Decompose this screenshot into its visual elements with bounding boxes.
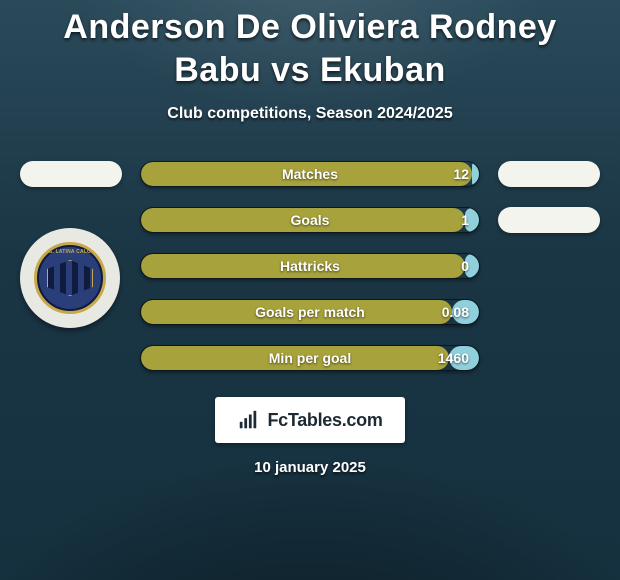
subtitle: Club competitions, Season 2024/2025 (167, 105, 452, 123)
right-pill (498, 207, 600, 233)
right-spacer (498, 253, 600, 279)
stat-bar: Min per goal 1460 (140, 345, 480, 371)
stat-bar: Goals per match 0.08 (140, 299, 480, 325)
barchart-icon (237, 409, 259, 431)
source-logo: FcTables.com (215, 397, 404, 443)
source-logo-text: FcTables.com (267, 410, 382, 431)
stat-bar: Hattricks 0 (140, 253, 480, 279)
left-spacer (20, 299, 122, 325)
comparison-card: Anderson De Oliviera Rodney Babu vs Ekub… (0, 0, 620, 580)
page-title: Anderson De Oliviera Rodney Babu vs Ekub… (0, 6, 620, 91)
stat-label: Goals per match (255, 304, 365, 320)
right-spacer (498, 345, 600, 371)
right-pill (498, 161, 600, 187)
left-spacer (20, 207, 122, 233)
stat-label: Hattricks (280, 258, 340, 274)
left-spacer (20, 253, 122, 279)
stat-row: Goals 1 (0, 207, 620, 233)
stat-row: Goals per match 0.08 (0, 299, 620, 325)
stat-row: Hattricks 0 (0, 253, 620, 279)
left-spacer (20, 345, 122, 371)
stat-label: Goals (291, 212, 330, 228)
stat-right-value: 1 (461, 212, 469, 228)
date-label: 10 january 2025 (254, 459, 366, 476)
stat-right-value: 0 (461, 258, 469, 274)
stat-right-value: 12 (453, 166, 469, 182)
stat-row: Matches 12 (0, 161, 620, 187)
stat-bar-right-fill (472, 162, 479, 186)
right-spacer (498, 299, 600, 325)
stat-bar: Matches 12 (140, 161, 480, 187)
stat-right-value: 0.08 (442, 304, 469, 320)
stat-row: Min per goal 1460 (0, 345, 620, 371)
left-pill (20, 161, 122, 187)
stat-bar: Goals 1 (140, 207, 480, 233)
stat-label: Min per goal (269, 350, 351, 366)
stats-area: Matches 12 Goals 1 Hattricks 0 Goals per match… (0, 161, 620, 371)
stat-right-value: 1460 (438, 350, 469, 366)
stat-label: Matches (282, 166, 338, 182)
